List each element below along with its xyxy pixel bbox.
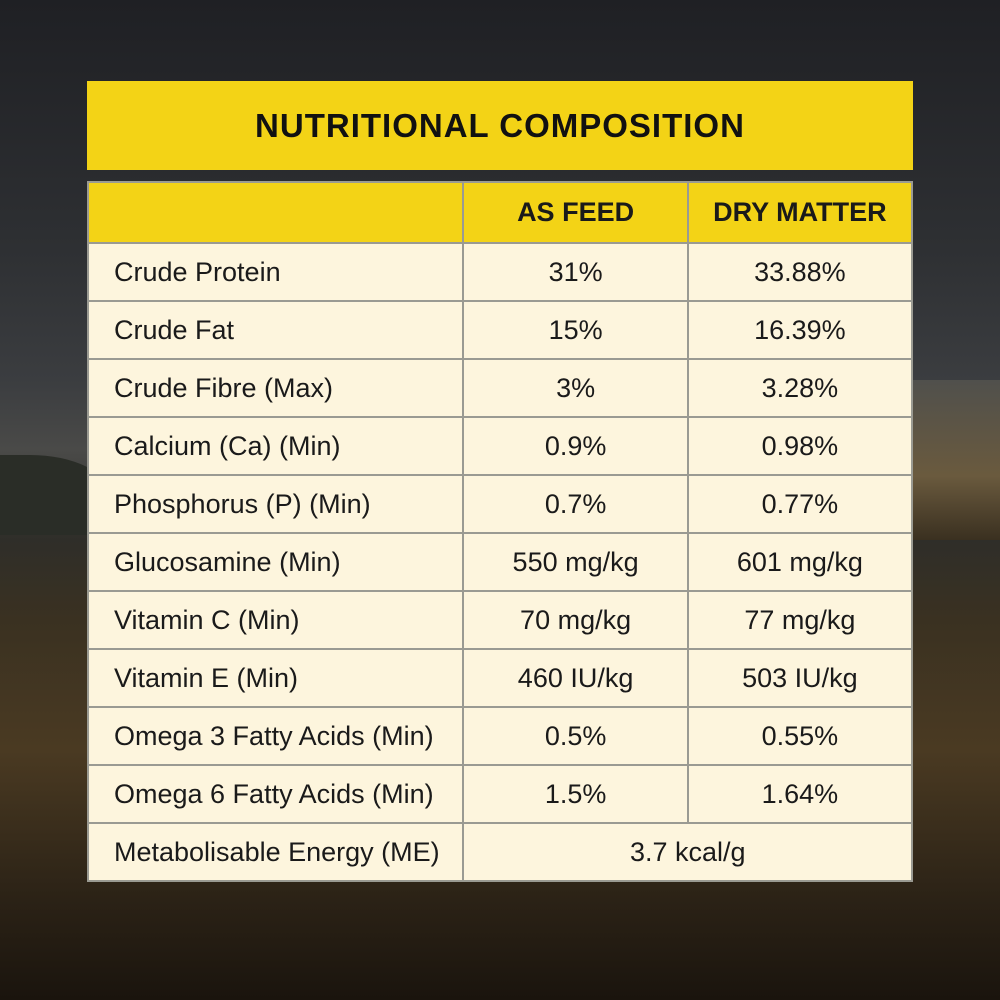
nutrient-name: Vitamin E (Min): [86, 648, 465, 708]
dry-matter-value: 601 mg/kg: [686, 532, 914, 592]
dry-matter-value: 33.88%: [686, 242, 914, 302]
header-empty: [86, 181, 465, 244]
nutrient-name: Crude Fibre (Max): [86, 358, 465, 418]
dry-matter-value: 1.64%: [686, 764, 914, 824]
as-feed-value: 31%: [462, 242, 689, 302]
as-feed-value: 15%: [462, 300, 689, 360]
nutrient-name: Glucosamine (Min): [86, 532, 465, 592]
nutrient-name: Vitamin C (Min): [86, 590, 465, 650]
table-row: Omega 6 Fatty Acids (Min) 1.5% 1.64%: [86, 764, 914, 824]
dry-matter-value: 0.77%: [686, 474, 914, 534]
header-as-feed: AS FEED: [462, 181, 689, 244]
as-feed-value: 460 IU/kg: [462, 648, 689, 708]
as-feed-value: 70 mg/kg: [462, 590, 689, 650]
nutrient-name: Calcium (Ca) (Min): [86, 416, 465, 476]
dry-matter-value: 77 mg/kg: [686, 590, 914, 650]
as-feed-value: 550 mg/kg: [462, 532, 689, 592]
header-dry-matter: DRY MATTER: [686, 181, 914, 244]
table-row: Crude Fibre (Max) 3% 3.28%: [86, 358, 914, 418]
page-title: NUTRITIONAL COMPOSITION: [255, 106, 745, 144]
as-feed-value: 0.7%: [462, 474, 689, 534]
nutrient-name: Metabolisable Energy (ME): [86, 822, 465, 882]
dry-matter-value: 0.98%: [686, 416, 914, 476]
table-row: Crude Fat 15% 16.39%: [86, 300, 914, 360]
table-row: Omega 3 Fatty Acids (Min) 0.5% 0.55%: [86, 706, 914, 766]
dry-matter-value: 3.28%: [686, 358, 914, 418]
as-feed-value: 0.5%: [462, 706, 689, 766]
nutrition-table: AS FEED DRY MATTER Crude Protein 31% 33.88…: [86, 181, 914, 882]
nutrient-name: Omega 3 Fatty Acids (Min): [86, 706, 465, 766]
nutrient-name: Phosphorus (P) (Min): [86, 474, 465, 534]
table-row: Glucosamine (Min) 550 mg/kg 601 mg/kg: [86, 532, 914, 592]
nutrient-value: 3.7 kcal/g: [462, 822, 913, 882]
as-feed-value: 0.9%: [462, 416, 689, 476]
table-header-row: AS FEED DRY MATTER: [86, 181, 914, 244]
nutrient-name: Crude Fat: [86, 300, 465, 360]
table-row: Phosphorus (P) (Min) 0.7% 0.77%: [86, 474, 914, 534]
table-row: Crude Protein 31% 33.88%: [86, 242, 914, 302]
nutrient-name: Crude Protein: [86, 242, 465, 302]
title-banner: NUTRITIONAL COMPOSITION: [87, 81, 913, 170]
as-feed-value: 3%: [462, 358, 689, 418]
dry-matter-value: 0.55%: [686, 706, 914, 766]
dry-matter-value: 16.39%: [686, 300, 914, 360]
table-row: Vitamin E (Min) 460 IU/kg 503 IU/kg: [86, 648, 914, 708]
as-feed-value: 1.5%: [462, 764, 689, 824]
nutrient-name: Omega 6 Fatty Acids (Min): [86, 764, 465, 824]
table-row: Calcium (Ca) (Min) 0.9% 0.98%: [86, 416, 914, 476]
table-row-energy: Metabolisable Energy (ME) 3.7 kcal/g: [86, 822, 913, 882]
dry-matter-value: 503 IU/kg: [686, 648, 914, 708]
table-row: Vitamin C (Min) 70 mg/kg 77 mg/kg: [86, 590, 914, 650]
background-horizon: [910, 380, 1000, 540]
